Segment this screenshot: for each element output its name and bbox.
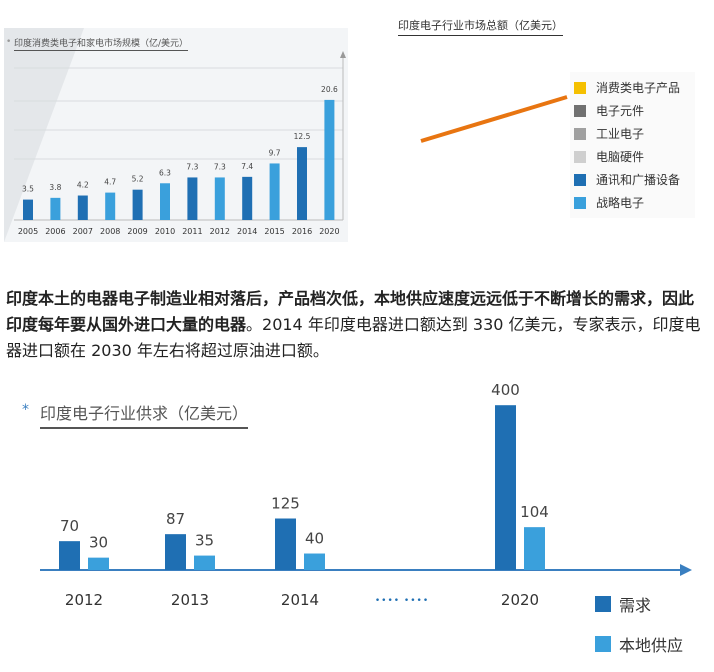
legend-swatch (574, 173, 586, 186)
bar-supply (524, 527, 545, 570)
x-tick-label: 2020 (319, 227, 339, 236)
star-icon: * (22, 402, 29, 418)
x-tick-label: 2015 (264, 227, 284, 236)
paragraph-normal: 。2014 年印度电器进口额达到 330 亿美元，专家表示，印度电器进口额在 2… (6, 315, 701, 360)
chart3-plot: 70 30 2012 87 35 2013 125 40 2014 400 104 2020 •••• … (40, 381, 692, 609)
legend-swatch (574, 81, 586, 94)
paragraph: 印度本土的电器电子制造业相对落后，产品档次低，本地供应速度远远低于不断增长的需求… (6, 286, 706, 364)
x-tick-label: 2014 (237, 227, 257, 236)
ellipsis-label: •••• •••• (375, 596, 429, 606)
consumer-electronics-chart (4, 28, 348, 242)
bar-value-label: 4.2 (77, 181, 89, 190)
bar-value-label: 12.5 (294, 132, 311, 141)
legend-label: 战略电子 (596, 196, 645, 210)
legend-swatch (574, 150, 586, 163)
bar (77, 195, 88, 220)
bar-demand (59, 541, 80, 570)
bar-value-label: 6.3 (159, 168, 171, 177)
x-tick-label: 2012 (210, 227, 230, 236)
legend-item: 电子元件 (570, 99, 695, 122)
chart2-legend: 消费类电子产品 电子元件工业电子电脑硬件通讯和广播设备 战略电子 (570, 72, 695, 218)
legend-swatch (574, 127, 586, 140)
bar (160, 183, 170, 220)
legend-label: 本地供应 (619, 636, 684, 655)
bar-value-label: 400 (491, 381, 520, 399)
bar-value-label: 4.7 (104, 178, 116, 187)
bar-value-label: 40 (305, 530, 324, 548)
bar-value-label: 7.3 (186, 162, 198, 171)
legend-item: 工业电子 (570, 122, 695, 145)
legend-label: 需求 (619, 596, 652, 615)
bar-value-label: 70 (60, 517, 79, 535)
bar (297, 147, 307, 220)
x-tick-label: 2009 (127, 227, 147, 236)
legend-item: 通讯和广播设备 (570, 168, 695, 191)
x-tick-label: 2012 (65, 591, 103, 609)
bar-value-label: 20.6 (321, 85, 338, 94)
bar (214, 177, 225, 220)
bar-value-label: 125 (271, 495, 300, 513)
legend-item: 本地供应 (595, 632, 683, 656)
legend-label: 通讯和广播设备 (596, 173, 681, 187)
axis-arrow-icon (680, 564, 692, 576)
bar-value-label: 87 (166, 510, 185, 528)
trend-line (420, 95, 568, 143)
legend-item: 电脑硬件 (570, 145, 695, 168)
bar (187, 177, 198, 220)
bar-value-label: 35 (195, 532, 214, 550)
legend-item: 消费类电子产品 (570, 76, 695, 99)
bar-demand (165, 534, 186, 570)
bar-demand (275, 518, 296, 570)
legend-swatch (595, 596, 611, 612)
x-tick-label: 2011 (182, 227, 202, 236)
bar (23, 199, 33, 220)
x-tick-label: 2020 (501, 591, 539, 609)
bar-supply (194, 555, 215, 570)
bar (242, 176, 253, 220)
bar-demand (495, 405, 516, 570)
bar-supply (304, 553, 325, 570)
bar-value-label: 7.4 (241, 162, 253, 171)
bar (269, 163, 280, 220)
chart2-line (420, 95, 568, 143)
chart3-title: 印度电子行业供求（亿美元） (40, 400, 249, 429)
bullet-icon: • (6, 37, 12, 47)
paragraph-bold: 印度本土的电器电子制造业相对落后，产品档次低，本地供应速度远远低于不断增长的需求… (6, 289, 695, 334)
x-tick-label: 2006 (45, 227, 65, 236)
bar-value-label: 3.8 (49, 183, 61, 192)
legend-label: 电脑硬件 (596, 150, 645, 164)
bar (324, 99, 335, 220)
bar (50, 197, 61, 220)
x-tick-label: 2007 (73, 227, 93, 236)
chart2-title: 印度电子行业市场总额（亿美元） (398, 17, 563, 36)
legend-label: 消费类电子产品 (596, 81, 681, 95)
x-tick-label: 2008 (100, 227, 120, 236)
x-tick-label: 2014 (281, 591, 319, 609)
bar (132, 189, 143, 220)
chart1-title: 印度消费类电子和家电市场规模（亿/美元） (14, 36, 189, 51)
x-tick-label: 2013 (171, 591, 209, 609)
axis-arrow-icon (340, 51, 346, 58)
bar (105, 192, 116, 220)
chart3-legend: 需求 本地供应 (595, 592, 683, 672)
bar-supply (88, 557, 109, 570)
legend-swatch (595, 636, 611, 652)
x-tick-label: 2016 (292, 227, 312, 236)
bar-value-label: 30 (89, 534, 108, 552)
legend-item: 需求 (595, 592, 683, 616)
legend-label: 工业电子 (596, 127, 645, 141)
legend-swatch (574, 196, 586, 209)
legend-label: 电子元件 (596, 104, 645, 118)
legend-item: 战略电子 (570, 191, 695, 214)
chart1-plot: 3.5 2005 3.8 2006 4.2 2007 4.7 2008 5.2 2009 6.3 20… (14, 51, 346, 236)
bar-value-label: 5.2 (132, 175, 144, 184)
x-tick-label: 2010 (155, 227, 175, 236)
bar-value-label: 7.3 (214, 162, 226, 171)
bar-value-label: 9.7 (269, 148, 281, 157)
bar-value-label: 3.5 (22, 185, 34, 194)
x-tick-label: 2005 (18, 227, 38, 236)
legend-swatch (574, 104, 586, 117)
bar-value-label: 104 (520, 503, 549, 521)
